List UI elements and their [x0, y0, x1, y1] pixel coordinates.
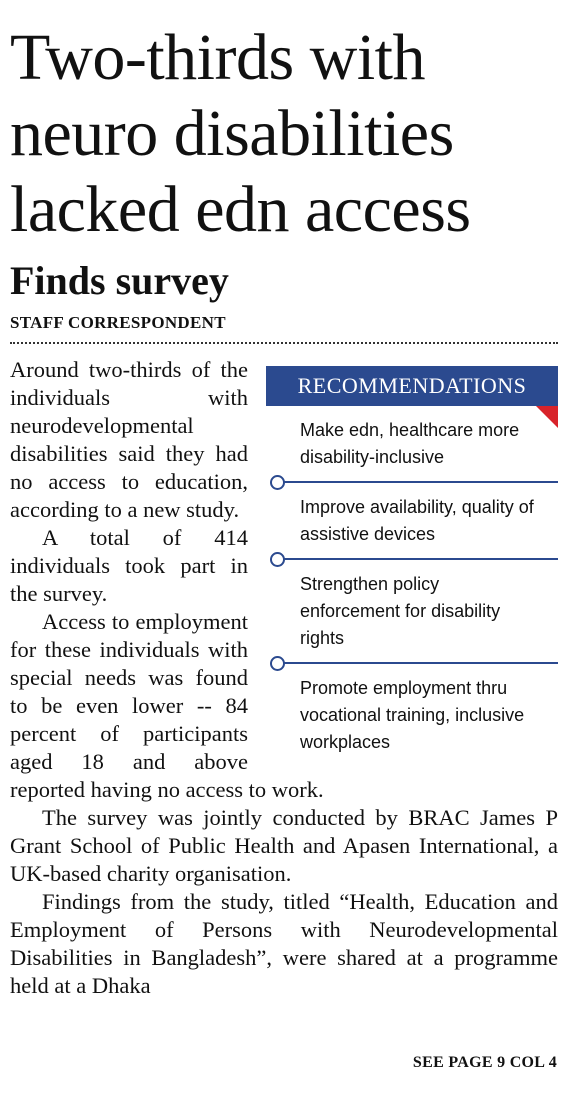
headline: Two-thirds with neuro disabilities lacke… — [10, 0, 558, 248]
dotted-rule — [10, 342, 558, 344]
paragraph: Findings from the study, titled “Health,… — [10, 889, 558, 998]
headline-line: neuro disabilities — [10, 97, 454, 170]
headline-line: Two-thirds with — [10, 21, 426, 94]
article-body: RECOMMENDATIONS Make edn, healthcare mor… — [10, 356, 558, 1000]
recommendation: Promote employment thru vocational train… — [300, 678, 525, 752]
paragraph: Around two-thirds of the individuals wit… — [10, 357, 248, 522]
recommendation: Make edn, healthcare more disability-inc… — [270, 406, 558, 490]
headline-line: lacked edn access — [10, 173, 471, 246]
paragraph: The survey was jointly conducted by BRAC… — [10, 805, 558, 886]
sidebar-title: RECOMMENDATIONS — [266, 366, 558, 428]
recommendation: Improve availability, quality of assisti… — [270, 483, 558, 567]
paragraph: Access to employment for these individua… — [10, 609, 324, 802]
jump-line: SEE PAGE 9 COL 4 — [412, 1054, 557, 1071]
byline: STAFF CORRESPONDENT — [10, 313, 226, 332]
subheadline: Finds survey — [10, 258, 229, 303]
recommendations-box: RECOMMENDATIONS Make edn, healthcare mor… — [266, 366, 558, 766]
paragraph: A total of 414 individuals took part in … — [10, 525, 248, 606]
recommendation: Strengthen policy enforcement for disabi… — [270, 560, 558, 671]
